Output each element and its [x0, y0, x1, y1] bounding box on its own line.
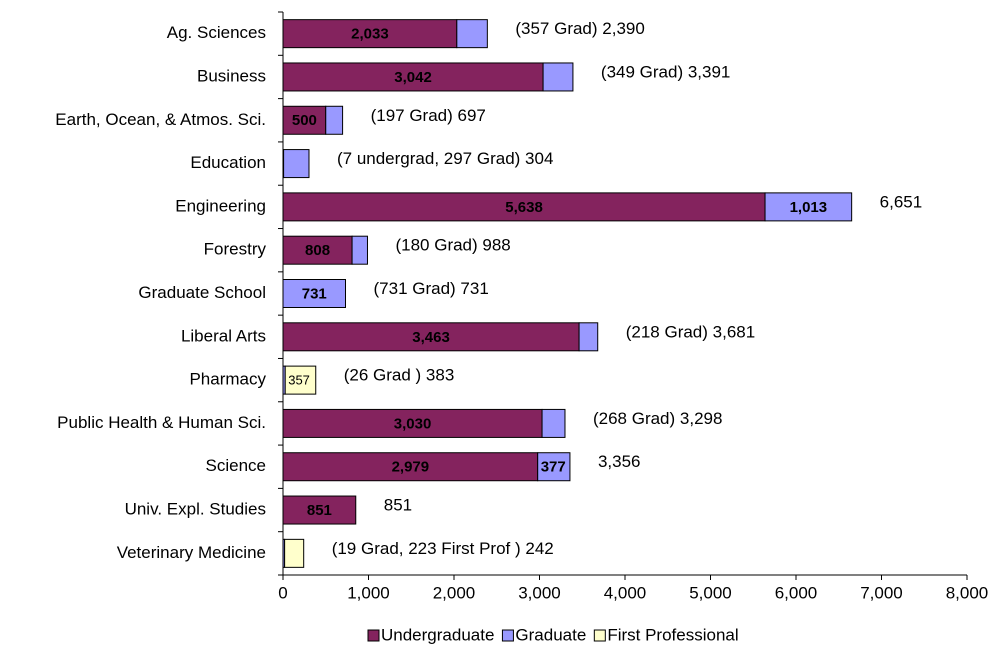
bar-segment	[284, 365, 317, 395]
annotation: (7 undergrad, 297 Grad) 304	[337, 149, 553, 168]
annotation: (19 Grad, 223 First Prof ) 242	[332, 539, 554, 558]
bar-segment	[282, 105, 327, 135]
x-tick-label: 7,000	[860, 583, 903, 602]
annotation: 3,356	[598, 452, 641, 471]
value-label: 851	[307, 502, 332, 519]
value-label: 2,979	[392, 459, 430, 476]
legend-label: Undergraduate	[381, 625, 494, 644]
value-label: 357	[288, 373, 310, 388]
annotation: (357 Grad) 2,390	[515, 19, 644, 38]
x-tick-label: 5,000	[689, 583, 732, 602]
bar-segment	[284, 538, 305, 568]
legend-swatch	[593, 629, 606, 642]
annotation: (731 Grad) 731	[374, 279, 489, 298]
y-tick-label: Earth, Ocean, & Atmos. Sci.	[55, 110, 266, 129]
legend-label: First Professional	[607, 625, 738, 644]
value-label: 2,033	[351, 26, 389, 43]
y-tick-label: Public Health & Human Sci.	[57, 413, 266, 432]
legend-label: Graduate	[515, 625, 586, 644]
bar-segment	[351, 235, 368, 265]
bar-segment	[282, 235, 353, 265]
bar-segment	[283, 149, 310, 179]
bar-segment	[578, 322, 599, 352]
y-tick-label: Education	[190, 153, 266, 172]
bar-segment	[282, 19, 458, 49]
x-tick-label: 3,000	[518, 583, 561, 602]
bar-segment	[282, 322, 580, 352]
y-tick-label: Graduate School	[138, 283, 266, 302]
bar-segment	[456, 19, 488, 49]
legend-swatch	[501, 629, 514, 642]
y-tick-label: Science	[206, 456, 266, 475]
value-label: 808	[305, 242, 330, 259]
y-tick-label: Univ. Expl. Studies	[125, 500, 266, 519]
annotation: (349 Grad) 3,391	[601, 62, 730, 81]
y-tick-label: Liberal Arts	[181, 326, 266, 345]
y-tick-label: Business	[197, 66, 266, 85]
bar-segment	[541, 408, 566, 438]
bar-segment	[282, 408, 543, 438]
annotation: (218 Grad) 3,681	[626, 322, 755, 341]
value-label: 3,042	[394, 69, 432, 86]
bar-segment	[325, 105, 344, 135]
value-label: 731	[302, 285, 327, 302]
x-tick-label: 2,000	[433, 583, 476, 602]
x-tick-label: 8,000	[946, 583, 989, 602]
annotation: (268 Grad) 3,298	[593, 409, 722, 428]
x-tick-label: 4,000	[604, 583, 647, 602]
annotation: (180 Grad) 988	[395, 236, 510, 255]
legend: Undergraduate Graduate First Professional	[367, 625, 739, 644]
bar-segment	[282, 279, 347, 308]
bar-segment	[537, 452, 571, 482]
y-tick-label: Veterinary Medicine	[117, 543, 266, 562]
bar-segment	[764, 192, 853, 222]
bar-segment	[282, 192, 766, 222]
value-label: 3,463	[412, 329, 450, 346]
x-tick-label: 6,000	[775, 583, 818, 602]
value-label: 377	[541, 459, 566, 476]
bar-segment	[542, 62, 574, 92]
value-label: 3,030	[394, 415, 432, 432]
annotation: (197 Grad) 697	[371, 106, 486, 125]
y-tick-label: Engineering	[175, 196, 266, 215]
annotation: 851	[384, 496, 412, 515]
value-label: 5,638	[505, 199, 543, 216]
legend-swatch	[367, 629, 380, 642]
value-label: 1,013	[790, 199, 828, 216]
bar-segment	[282, 452, 539, 482]
annotation: (26 Grad ) 383	[344, 366, 455, 385]
bar-segment	[282, 495, 357, 525]
value-label: 500	[292, 112, 317, 129]
y-tick-label: Ag. Sciences	[167, 23, 266, 42]
bar-segment	[282, 62, 544, 92]
x-tick-label: 1,000	[347, 583, 390, 602]
x-tick-label: 0	[278, 583, 287, 602]
y-tick-label: Pharmacy	[189, 370, 266, 389]
y-tick-label: Forestry	[204, 240, 267, 259]
annotation: 6,651	[880, 192, 923, 211]
